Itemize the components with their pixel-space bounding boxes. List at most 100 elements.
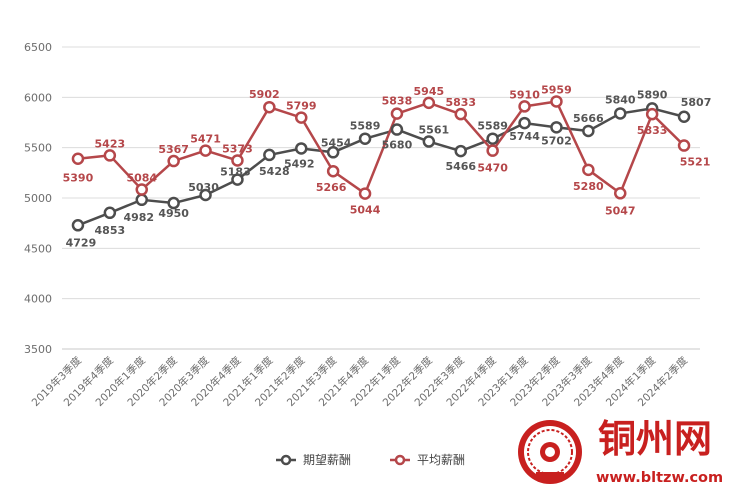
point-average[interactable]	[358, 187, 372, 200]
data-label-expected: 5492	[284, 157, 315, 170]
data-label-expected: 5589	[477, 120, 508, 133]
data-label-expected: 5183	[220, 166, 251, 179]
point-expected[interactable]	[454, 144, 467, 158]
data-label-average: 5902	[249, 88, 280, 101]
point-average[interactable]	[263, 100, 276, 114]
legend: 期望薪酬 平均薪酬	[276, 453, 465, 467]
point-average[interactable]	[71, 152, 85, 165]
point-expected[interactable]	[390, 123, 404, 136]
data-label-average: 5084	[126, 172, 157, 185]
legend-label-average: 平均薪酬	[417, 453, 465, 467]
data-label-expected: 5890	[637, 88, 668, 101]
y-tick-label: 6000	[24, 91, 52, 104]
point-average[interactable]	[614, 187, 627, 200]
point-average[interactable]	[550, 95, 563, 108]
legend-label-expected: 期望薪酬	[303, 453, 351, 467]
point-expected[interactable]	[295, 142, 308, 155]
watermark-url: www.bltzw.com	[596, 470, 723, 486]
point-expected[interactable]	[167, 196, 180, 210]
series-layer	[71, 95, 691, 232]
y-axis: 3500 4000 4500 5000 5500 6000 6500	[24, 41, 52, 356]
point-expected[interactable]	[486, 132, 499, 145]
watermark: 铜州网 www.bltzw.com	[518, 417, 723, 486]
point-expected[interactable]	[677, 110, 691, 124]
data-label-expected: 5589	[350, 120, 381, 133]
data-label-expected: 4853	[95, 224, 126, 237]
point-average[interactable]	[231, 154, 244, 167]
point-expected[interactable]	[518, 116, 531, 130]
data-label-expected: 4982	[123, 211, 154, 224]
point-expected[interactable]	[263, 148, 276, 162]
point-average[interactable]	[199, 144, 212, 157]
data-label-average: 5266	[316, 181, 347, 194]
data-label-average: 5799	[286, 100, 317, 113]
y-tick-label: 3500	[24, 343, 52, 356]
data-label-expected: 4729	[66, 236, 97, 249]
point-average[interactable]	[422, 96, 436, 110]
y-tick-label: 4000	[24, 293, 52, 306]
point-expected[interactable]	[326, 146, 340, 159]
data-label-average: 5521	[680, 156, 711, 169]
point-expected[interactable]	[135, 193, 148, 207]
watermark-name: 铜州网	[598, 417, 712, 461]
y-tick-label: 5500	[24, 142, 52, 155]
data-label-average: 5280	[573, 180, 604, 193]
point-average[interactable]	[167, 154, 180, 168]
data-label-expected: 5666	[573, 112, 604, 125]
legend-item-average[interactable]: 平均薪酬	[390, 453, 465, 467]
data-label-expected: 5680	[382, 139, 413, 152]
point-average[interactable]	[295, 111, 308, 124]
data-label-average: 5838	[382, 95, 413, 108]
data-label-average: 5373	[222, 142, 253, 155]
data-label-expected: 5840	[605, 93, 636, 106]
data-label-expected: 5454	[321, 136, 352, 149]
watermark-emblem-icon	[518, 420, 582, 484]
point-expected[interactable]	[582, 124, 595, 138]
y-tick-label: 5000	[24, 192, 52, 205]
y-tick-label: 4500	[24, 242, 52, 255]
point-average[interactable]	[390, 107, 404, 120]
point-expected[interactable]	[358, 132, 372, 145]
point-average[interactable]	[677, 139, 691, 152]
point-average[interactable]	[454, 107, 467, 121]
point-expected[interactable]	[71, 219, 85, 232]
point-expected[interactable]	[550, 121, 563, 134]
data-label-average: 5471	[190, 133, 221, 146]
data-label-average: 5047	[605, 204, 636, 217]
data-label-expected: 5702	[541, 134, 572, 147]
point-average[interactable]	[103, 149, 117, 162]
data-label-expected: 4950	[158, 207, 189, 220]
data-label-expected: 5561	[419, 124, 450, 137]
point-average[interactable]	[582, 163, 595, 177]
x-axis: 2019年3季度2019年4季度2020年1季度2020年2季度2020年3季度…	[29, 348, 700, 409]
data-label-average: 5423	[95, 137, 126, 150]
point-average[interactable]	[486, 144, 499, 157]
point-expected[interactable]	[199, 188, 212, 202]
data-label-average: 5367	[158, 143, 189, 156]
point-expected[interactable]	[103, 206, 117, 220]
legend-marker-expected	[280, 454, 292, 466]
point-average[interactable]	[645, 107, 659, 121]
point-expected[interactable]	[614, 107, 627, 120]
point-average[interactable]	[135, 183, 148, 196]
point-average[interactable]	[518, 100, 531, 113]
gridlines	[62, 46, 700, 350]
data-label-average: 5470	[477, 162, 508, 175]
data-label-expected: 5428	[259, 165, 290, 178]
legend-item-expected[interactable]: 期望薪酬	[276, 453, 351, 467]
data-label-average: 5044	[350, 204, 381, 217]
data-label-expected: 5030	[188, 181, 219, 194]
point-average[interactable]	[326, 164, 340, 178]
data-label-expected: 5466	[445, 160, 476, 173]
y-tick-label: 6500	[24, 41, 52, 54]
data-label-expected: 5807	[681, 96, 712, 109]
data-label-average: 5833	[445, 96, 476, 109]
point-expected[interactable]	[231, 173, 244, 186]
data-label-average: 5390	[63, 172, 94, 185]
point-expected[interactable]	[422, 135, 436, 148]
data-label-average: 5959	[541, 83, 572, 96]
legend-marker-average	[394, 454, 406, 466]
data-label-average: 5945	[414, 85, 445, 98]
